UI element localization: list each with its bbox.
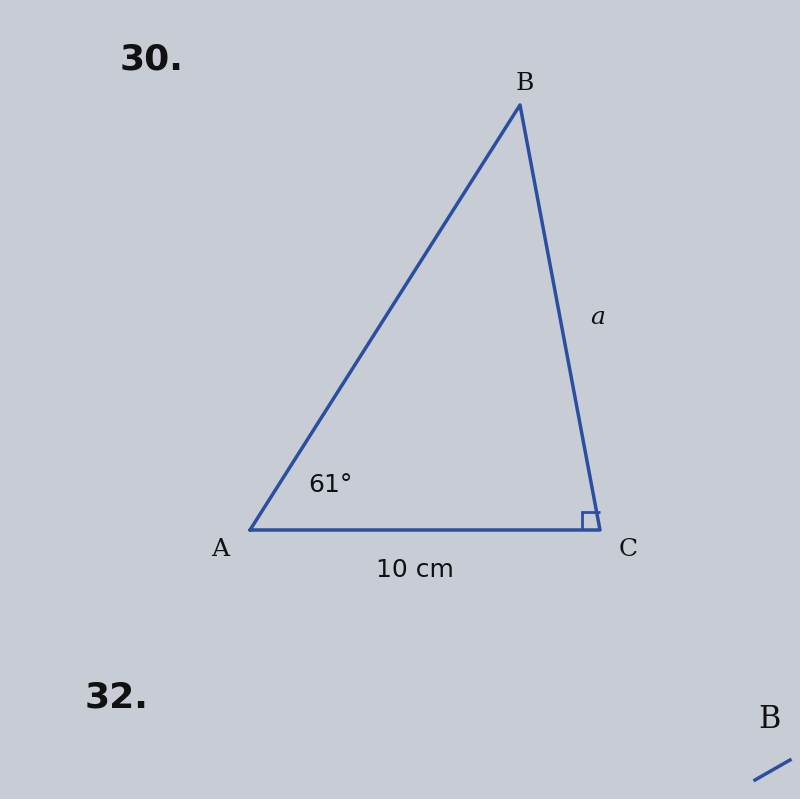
- Text: 61°: 61°: [308, 473, 352, 497]
- Text: A: A: [211, 539, 229, 562]
- Text: a: a: [590, 306, 606, 329]
- Text: C: C: [618, 539, 638, 562]
- Text: 32.: 32.: [85, 680, 149, 714]
- Text: 10 cm: 10 cm: [376, 558, 454, 582]
- Text: 30.: 30.: [120, 42, 184, 76]
- Text: B: B: [759, 705, 781, 736]
- Text: B: B: [516, 71, 534, 94]
